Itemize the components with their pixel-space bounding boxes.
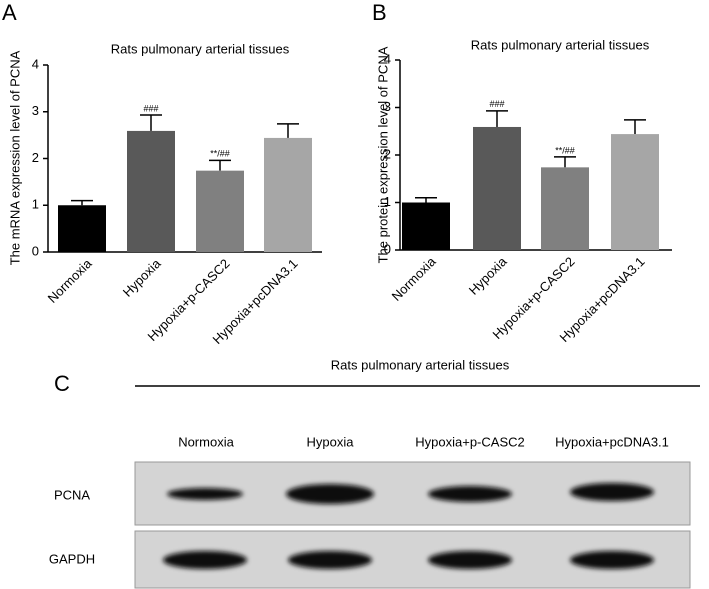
annotation: **/## — [555, 145, 575, 155]
chart-title: Rats pulmonary arterial tissues — [471, 37, 650, 52]
bands — [163, 483, 654, 569]
band — [428, 486, 512, 502]
bar — [264, 137, 312, 252]
y-tick-label: 1 — [384, 194, 391, 209]
y-tick-label: 4 — [32, 56, 39, 71]
bar — [402, 202, 450, 250]
y-tick-label: 3 — [384, 99, 391, 114]
bar — [611, 134, 659, 250]
y-tick-label: 1 — [32, 197, 39, 212]
column-label: Hypoxia+p-CASC2 — [415, 434, 524, 449]
annotation: ### — [489, 99, 504, 109]
column-label: Hypoxia+pcDNA3.1 — [555, 434, 669, 449]
x-tick-label: Normoxia — [45, 255, 95, 305]
bar — [127, 130, 175, 252]
band — [428, 551, 512, 569]
x-tick-label: Hypoxia — [120, 255, 164, 299]
annotation: **/## — [210, 149, 230, 159]
bar — [58, 205, 106, 252]
bar — [196, 170, 244, 252]
y-tick-label: 2 — [384, 146, 391, 161]
y-axis-label: The protein expression level of PCNA — [375, 46, 390, 263]
band — [288, 551, 372, 569]
chart-title: Rats pulmonary arterial tissues — [111, 41, 290, 56]
annotation: ### — [143, 103, 158, 113]
x-tick-label: Hypoxia — [466, 253, 510, 297]
y-axis-label: The mRNA expression level of PCNA — [7, 50, 22, 265]
panel-label: C — [54, 371, 70, 396]
band — [570, 551, 654, 569]
row-label: GAPDH — [49, 551, 95, 566]
column-label: Normoxia — [178, 434, 234, 449]
panel-label: A — [2, 0, 17, 25]
bar — [473, 126, 521, 250]
y-tick-label: 0 — [384, 241, 391, 256]
x-tick-label: Normoxia — [389, 253, 439, 303]
y-tick-label: 0 — [32, 243, 39, 258]
column-label: Hypoxia — [307, 434, 355, 449]
band — [570, 483, 654, 501]
panel-label: B — [372, 0, 387, 25]
band — [286, 484, 374, 504]
band — [163, 551, 247, 569]
blot-title: Rats pulmonary arterial tissues — [331, 357, 510, 372]
y-tick-label: 4 — [384, 51, 391, 66]
y-tick-label: 3 — [32, 103, 39, 118]
y-tick-label: 2 — [32, 150, 39, 165]
band — [167, 488, 243, 500]
row-label: PCNA — [54, 487, 90, 502]
bar — [541, 167, 589, 250]
